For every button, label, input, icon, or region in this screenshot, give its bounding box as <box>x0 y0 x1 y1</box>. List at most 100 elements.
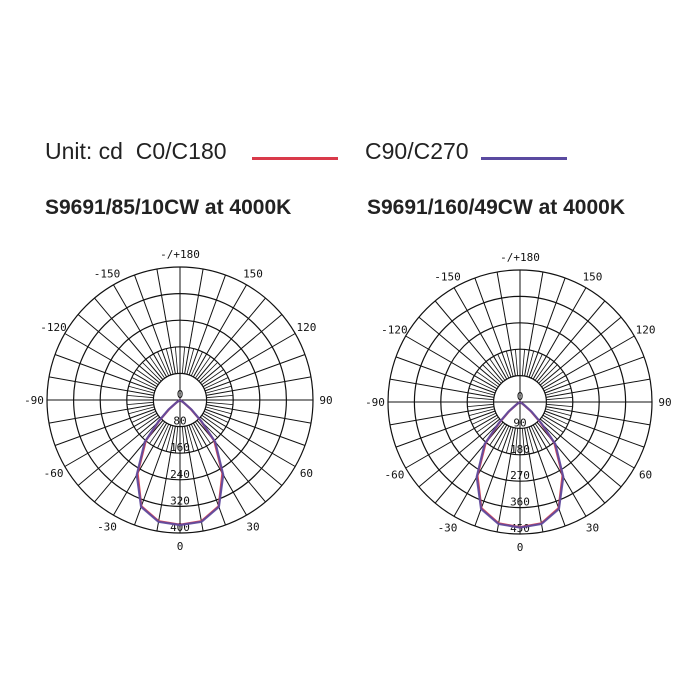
radial-gridline-minor <box>190 351 203 377</box>
angle-tick-label: -120 <box>381 324 408 337</box>
polar-chart-1: -/+180 150 120 90 60 30 0 -30 -60 -90 -120 -150 0 80 1… <box>24 248 333 553</box>
radial-gridline-minor <box>534 358 551 381</box>
angle-tick-label: -30 <box>97 520 117 533</box>
radial-gridline-minor <box>174 346 179 374</box>
legend-c0-line <box>252 157 338 160</box>
polar-chart-2: -/+180 150 120 90 60 30 0 -30 -60 -90 -120 -150 0 90 1… <box>365 251 672 554</box>
radial-gridline-minor <box>521 428 526 455</box>
angle-tick-label: 0 <box>177 540 184 553</box>
angle-tick-label: -/+180 <box>500 251 540 264</box>
chart-title-left: S9691/85/10CW at 4000K <box>45 196 292 219</box>
radial-gridline-minor <box>505 350 514 377</box>
angle-tick-label: -60 <box>384 469 404 482</box>
radial-gridline-minor <box>149 421 166 444</box>
radial-gridline-minor <box>505 427 514 454</box>
angle-tick-label: -150 <box>94 268 121 281</box>
angle-tick-label: -120 <box>40 321 67 334</box>
ring-gridline <box>72 293 288 508</box>
radial-gridline-minor <box>149 356 166 379</box>
radial-gridline-minor <box>543 412 569 425</box>
radial-tick-label: 90 <box>513 416 526 429</box>
radial-gridline-minor <box>471 379 497 392</box>
radial-gridline-minor <box>157 423 170 449</box>
series-curve-c90-c270 <box>135 399 225 527</box>
radial-gridline-minor <box>497 425 510 451</box>
radial-gridline-minor <box>476 371 499 388</box>
unit-label: Unit: cd <box>45 138 123 164</box>
radial-gridline-minor <box>131 410 157 423</box>
angle-tick-label: -90 <box>365 396 385 409</box>
radial-gridline-minor <box>530 425 543 451</box>
angle-tick-label: 30 <box>586 522 599 535</box>
angle-tick-label: 0 <box>517 541 524 554</box>
angle-tick-label: -90 <box>24 394 44 407</box>
legend-c90: C90/C270 <box>365 138 469 165</box>
radial-tick-label: 180 <box>510 443 530 456</box>
radial-gridline-minor <box>186 348 195 375</box>
ring-gridline <box>466 348 574 456</box>
angle-tick-label: -/+180 <box>160 248 200 261</box>
ring-gridline <box>46 266 314 534</box>
ring-gridline <box>387 269 653 535</box>
chart-title-right: S9691/160/49CW at 4000K <box>367 196 625 219</box>
radial-gridline-minor <box>526 427 535 454</box>
legend-c0-label: C0/C180 <box>135 138 227 164</box>
radial-gridline-minor <box>521 349 526 376</box>
radial-tick-label: 240 <box>170 468 190 481</box>
radial-gridline-minor <box>543 379 569 392</box>
ring-gridline <box>440 322 600 482</box>
radial-gridline-minor <box>194 356 211 379</box>
angle-tick-label: 60 <box>639 469 652 482</box>
angle-tick-label: 120 <box>636 324 656 337</box>
legend-c90-line <box>481 157 567 160</box>
radial-tick-label: 0 <box>177 388 184 401</box>
radial-gridline-minor <box>157 351 170 377</box>
series-curve-c90-c270 <box>475 401 565 529</box>
radial-tick-label: 160 <box>170 441 190 454</box>
legend-c90-label: C90/C270 <box>365 138 469 164</box>
radial-gridline-minor <box>201 369 224 386</box>
angle-tick-label: 90 <box>319 394 332 407</box>
angle-tick-label: -30 <box>438 522 458 535</box>
angle-tick-label: 60 <box>300 467 313 480</box>
radial-gridline-minor <box>181 426 186 454</box>
radial-gridline-minor <box>136 414 159 431</box>
radial-gridline-minor <box>201 414 224 431</box>
radial-gridline-minor <box>206 394 234 399</box>
angle-tick-label: 90 <box>658 396 671 409</box>
radial-gridline-minor <box>514 428 519 455</box>
radial-gridline-minor <box>514 349 519 376</box>
angle-tick-label: -150 <box>434 270 461 283</box>
radial-gridline-minor <box>136 369 159 386</box>
radial-gridline-minor <box>546 403 573 408</box>
radial-tick-label: 0 <box>517 390 524 403</box>
radial-gridline-minor <box>205 406 232 415</box>
radial-gridline-minor <box>126 401 154 406</box>
angle-tick-label: 150 <box>583 270 603 283</box>
radial-gridline-minor <box>534 423 551 446</box>
radial-gridline-minor <box>467 403 494 408</box>
radial-gridline-minor <box>206 401 234 406</box>
radial-gridline-minor <box>205 385 232 394</box>
radial-gridline-minor <box>198 362 218 382</box>
radial-gridline-minor <box>467 396 494 401</box>
radial-gridline-minor <box>546 396 573 401</box>
radial-gridline-minor <box>181 346 186 374</box>
radial-gridline-minor <box>541 416 564 433</box>
radial-gridline-minor <box>489 358 506 381</box>
legend-unit: Unit: cd C0/C180 <box>45 138 227 165</box>
radial-gridline-minor <box>541 371 564 388</box>
ring-gridline <box>99 319 261 481</box>
radial-gridline-minor <box>476 416 499 433</box>
radial-tick-label: 80 <box>173 415 186 428</box>
angle-tick-label: -60 <box>44 467 64 480</box>
radial-gridline-minor <box>142 362 162 382</box>
radial-gridline-minor <box>190 423 203 449</box>
angle-tick-label: 150 <box>243 268 263 281</box>
radial-gridline-minor <box>126 394 154 399</box>
radial-gridline-minor <box>131 377 157 390</box>
radial-gridline-minor <box>538 364 558 384</box>
radial-gridline-minor <box>165 348 174 375</box>
radial-gridline-minor <box>165 425 174 452</box>
radial-gridline-minor <box>128 385 155 394</box>
